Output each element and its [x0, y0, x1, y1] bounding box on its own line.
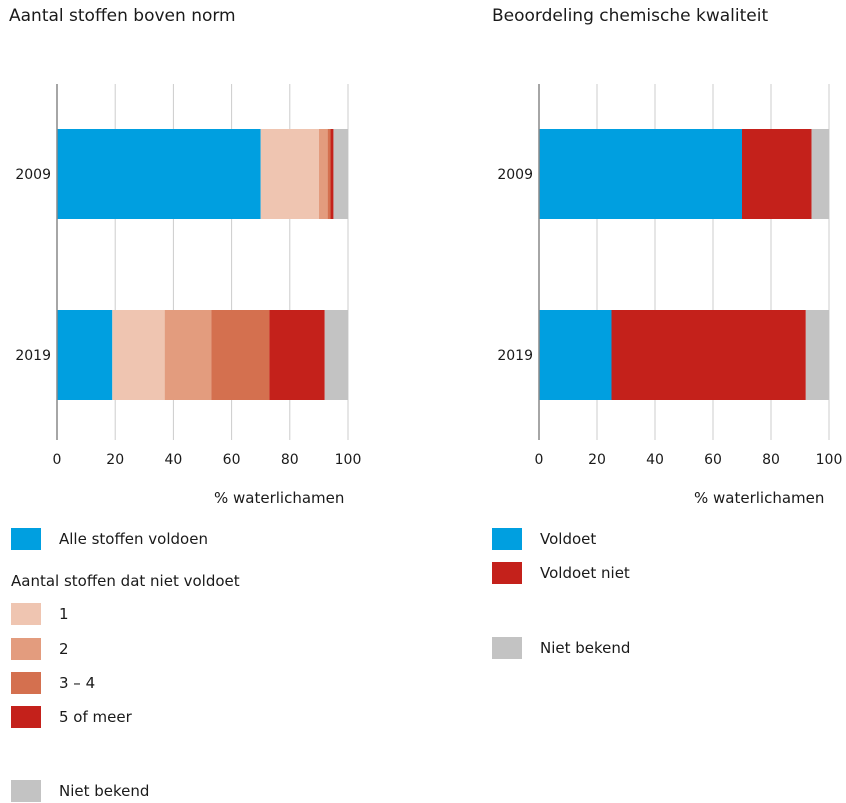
legend-swatch [492, 637, 522, 659]
left-bar-2009-5-of-meer [330, 129, 334, 219]
left-category-label: 2019 [15, 348, 51, 364]
left-x-tick-label: 60 [223, 452, 241, 468]
left-bar-2019-1 [112, 310, 165, 400]
left-bar-2009-3-4 [327, 129, 331, 219]
left-x-tick-label: 20 [106, 452, 124, 468]
legend-swatch [11, 638, 41, 660]
left-bar-2019-3-4 [211, 310, 270, 400]
right-category-label: 2019 [497, 348, 533, 364]
left-bar-2019-2 [164, 310, 212, 400]
legend-label: Niet bekend [59, 782, 150, 800]
right-x-tick-label: 60 [704, 452, 722, 468]
legend-swatch [492, 562, 522, 584]
left-x-axis-label: % waterlichamen [214, 489, 345, 507]
legend-swatch [11, 603, 41, 625]
right-bar-2019-voldoet-niet [611, 310, 806, 400]
legend-label: Voldoet [540, 530, 597, 548]
legend-item-voldoet: Voldoet [492, 528, 596, 550]
left-bar-2019-niet-bekend [324, 310, 348, 400]
left-x-tick-label: 0 [53, 452, 62, 468]
legend-subtitle: Aantal stoffen dat niet voldoet [11, 572, 240, 590]
legend-swatch [11, 528, 41, 550]
legend-label: Voldoet niet [540, 564, 630, 582]
left-bar-2009-2 [318, 129, 328, 219]
legend-label: Niet bekend [540, 639, 631, 657]
legend-item-5-of-meer: 5 of meer [11, 706, 132, 728]
legend-label: 3 – 4 [59, 674, 96, 692]
legend-label: 2 [59, 640, 69, 658]
right-bar-2009-voldoet-niet [742, 129, 812, 219]
right-chart-title: Beoordeling chemische kwaliteit [492, 6, 769, 26]
left-x-tick-label: 100 [335, 452, 362, 468]
legend-item-niet-bekend-right: Niet bekend [492, 637, 630, 659]
right-x-axis-label: % waterlichamen [694, 489, 825, 507]
left-x-tick-label: 40 [164, 452, 182, 468]
legend-label: 5 of meer [59, 708, 132, 726]
right-bar-2019-voldoet [539, 310, 612, 400]
right-category-label: 2009 [497, 167, 533, 183]
legend-item-voldoet-niet: Voldoet niet [492, 562, 630, 584]
legend-item-2: 2 [11, 638, 69, 660]
legend-swatch [11, 780, 41, 802]
right-bar-2019-niet-bekend [805, 310, 829, 400]
right-x-tick-label: 80 [762, 452, 780, 468]
right-bar-2009-niet-bekend [811, 129, 829, 219]
charts-canvas: 2009 2019 0 20 40 60 80 100 2009 2019 0 20 40 60 80 100 [15, 84, 843, 468]
left-bar-2009-niet-bekend [333, 129, 348, 219]
legend-item-1: 1 [11, 603, 69, 625]
legend-item-niet-bekend: Niet bekend [11, 780, 149, 802]
left-bar-2009-alle-stoffen-voldoen [57, 129, 261, 219]
legend-item-alle-stoffen-voldoen: Alle stoffen voldoen [11, 528, 208, 550]
legend-swatch [492, 528, 522, 550]
right-x-tick-label: 20 [588, 452, 606, 468]
left-chart-title: Aantal stoffen boven norm [9, 6, 236, 26]
left-category-label: 2009 [15, 167, 51, 183]
right-x-tick-label: 40 [646, 452, 664, 468]
right-x-tick-label: 100 [816, 452, 843, 468]
left-bar-2019-alle-stoffen-voldoen [57, 310, 113, 400]
legend-swatch [11, 706, 41, 728]
legend-item-3-4: 3 – 4 [11, 672, 95, 694]
left-x-tick-label: 80 [281, 452, 299, 468]
right-bar-2009-voldoet [539, 129, 742, 219]
left-bar-2009-1 [260, 129, 319, 219]
legend-label: 1 [59, 605, 69, 623]
left-bar-2019-5-of-meer [269, 310, 325, 400]
legend-label: Alle stoffen voldoen [59, 530, 208, 548]
right-x-tick-label: 0 [535, 452, 544, 468]
legend-swatch [11, 672, 41, 694]
